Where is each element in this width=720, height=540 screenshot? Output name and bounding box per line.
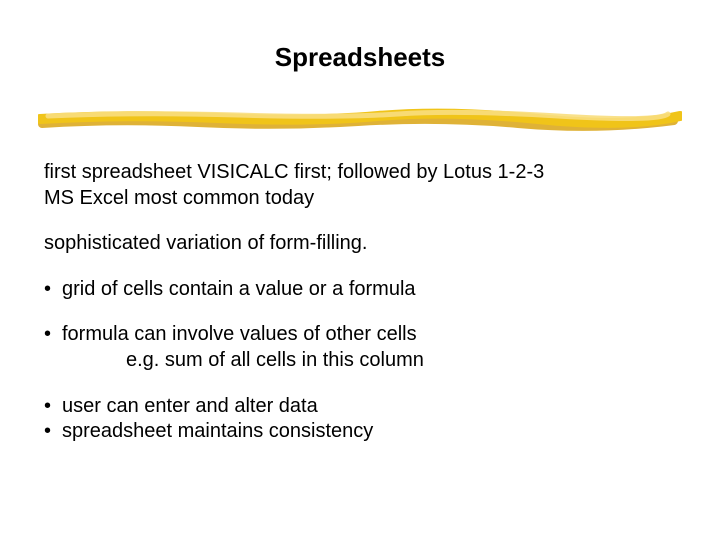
bullet-group-2: user can enter and alter data spreadshee…	[44, 394, 676, 445]
bullet-text: grid of cells contain a value or a formu…	[62, 278, 416, 300]
bullet-item: formula can involve values of other cell…	[44, 322, 676, 373]
bullet-text: formula can involve values of other cell…	[62, 323, 417, 345]
intro-paragraph: first spreadsheet VISICALC first; follow…	[44, 160, 676, 211]
paragraph-2: sophisticated variation of form-filling.	[44, 231, 676, 257]
bullet-item: grid of cells contain a value or a formu…	[44, 277, 676, 303]
slide-title: Spreadsheets	[0, 42, 720, 73]
slide-body: first spreadsheet VISICALC first; follow…	[44, 160, 676, 465]
slide: Spreadsheets first spreadsheet VISICALC …	[0, 0, 720, 540]
bullet-text: spreadsheet maintains consistency	[62, 420, 373, 442]
title-underline	[38, 108, 682, 132]
bullet-item: spreadsheet maintains consistency	[44, 419, 676, 445]
intro-line-1: first spreadsheet VISICALC first; follow…	[44, 161, 544, 183]
bullet-subline: e.g. sum of all cells in this column	[62, 348, 676, 374]
bullet-text: user can enter and alter data	[62, 395, 318, 417]
bullet-item: user can enter and alter data	[44, 394, 676, 420]
intro-line-2: MS Excel most common today	[44, 187, 314, 209]
bullet-group-1: grid of cells contain a value or a formu…	[44, 277, 676, 374]
